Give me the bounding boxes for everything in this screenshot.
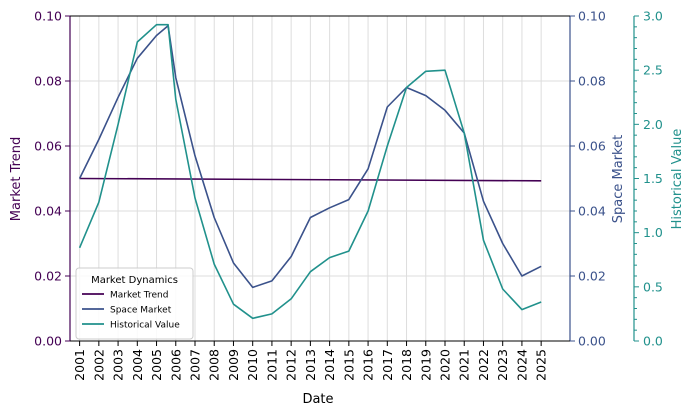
right2-tick-label: 2.5 (643, 63, 663, 78)
right-tick-label: 0.04 (578, 204, 606, 219)
legend-label-space-market: Space Market (110, 306, 172, 316)
left-tick-label: 0.04 (34, 204, 62, 219)
x-tick-label: 2019 (418, 349, 433, 381)
x-tick-label: 2023 (495, 349, 510, 381)
legend-label-historical-value: Historical Value (110, 321, 180, 331)
right2-tick-label: 0.0 (643, 334, 663, 349)
series-line-space-market (78, 24, 542, 289)
left-tick-label: 0.08 (34, 74, 62, 89)
x-tick-label: 2011 (264, 349, 279, 381)
x-tick-label: 2014 (322, 349, 337, 381)
x-tick-label: 2020 (438, 349, 453, 381)
x-tick-label: 2024 (514, 349, 529, 381)
right2-axis-label: Historical Value (670, 129, 685, 230)
x-tick-label: 2018 (399, 349, 414, 381)
legend-items: Market Trend Space Market Historical Value (82, 291, 180, 331)
right-tick-label: 0.10 (578, 9, 606, 24)
x-tick-label: 2022 (476, 349, 491, 381)
x-tick-label: 2004 (130, 349, 145, 381)
tick-labels: 0.00 0.02 0.04 0.06 0.08 0.10 0.00 0.02 0.04 0.06… (34, 9, 663, 381)
right-tick-label: 0.00 (578, 334, 606, 349)
x-tick-label: 2021 (457, 349, 472, 381)
right-tick-label: 0.06 (578, 139, 606, 154)
x-tick-label: 2010 (245, 349, 260, 381)
legend-box (75, 267, 194, 340)
series-lines (78, 23, 542, 320)
right2-tick-label: 3.0 (643, 9, 663, 24)
x-tick-label: 2007 (188, 349, 203, 381)
x-tick-label: 2002 (91, 349, 106, 381)
x-tick-label: 2003 (111, 349, 126, 381)
x-tick-label: 2016 (361, 349, 376, 381)
x-tick-label: 2008 (207, 349, 222, 381)
left-axis-label: Market Trend (9, 137, 24, 221)
x-tick-label: 2017 (380, 349, 395, 381)
x-tick-label: 2006 (168, 349, 183, 381)
series-line-market-trend (79, 177, 542, 182)
legend: Market Dynamics Market Trend Space Market… (75, 267, 194, 340)
left-tick-label: 0.02 (34, 269, 62, 284)
right-tick-label: 0.08 (578, 74, 606, 89)
legend-label-market-trend: Market Trend (110, 291, 168, 301)
left-tick-label: 0.06 (34, 139, 62, 154)
right2-tick-label: 2.0 (643, 117, 663, 132)
legend-title: Market Dynamics (91, 275, 178, 286)
right2-tick-label: 1.0 (643, 225, 663, 240)
left-tick-label: 0.00 (34, 334, 62, 349)
right2-tick-label: 0.5 (643, 279, 663, 294)
x-tick-label: 2001 (72, 349, 87, 381)
x-tick-label: 2025 (534, 349, 549, 381)
x-tick-label: 2013 (303, 349, 318, 381)
x-tick-label: 2009 (226, 349, 241, 381)
x-tick-label: 2005 (149, 349, 164, 381)
x-tick-label: 2015 (341, 349, 356, 381)
right2-tick-label: 1.5 (643, 171, 663, 186)
series-line-historical-value (78, 23, 542, 320)
x-axis-label: Date (302, 392, 333, 407)
left-tick-label: 0.10 (34, 9, 62, 24)
right-axis-label: Space Market (611, 135, 626, 223)
x-tick-label: 2012 (284, 349, 299, 381)
right-tick-label: 0.02 (578, 269, 606, 284)
